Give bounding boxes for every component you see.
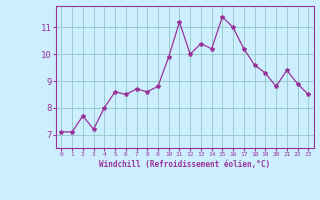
- X-axis label: Windchill (Refroidissement éolien,°C): Windchill (Refroidissement éolien,°C): [99, 160, 270, 169]
